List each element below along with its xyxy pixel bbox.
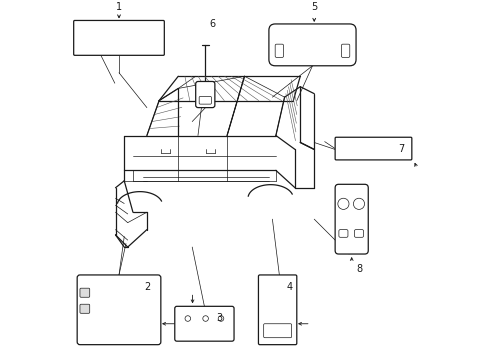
FancyBboxPatch shape (74, 21, 164, 55)
Text: 7: 7 (397, 144, 403, 154)
Circle shape (218, 316, 224, 321)
Text: 4: 4 (286, 282, 292, 292)
Text: 3: 3 (216, 313, 222, 323)
Circle shape (203, 316, 208, 321)
FancyBboxPatch shape (174, 306, 234, 341)
FancyBboxPatch shape (275, 44, 283, 57)
Text: 6: 6 (209, 19, 215, 29)
FancyBboxPatch shape (199, 96, 211, 104)
FancyBboxPatch shape (334, 137, 411, 160)
FancyBboxPatch shape (258, 275, 296, 345)
FancyBboxPatch shape (80, 304, 89, 313)
Text: 8: 8 (356, 265, 362, 274)
FancyBboxPatch shape (77, 275, 161, 345)
Text: 5: 5 (310, 2, 317, 12)
FancyBboxPatch shape (334, 184, 367, 254)
FancyBboxPatch shape (195, 81, 214, 108)
FancyBboxPatch shape (354, 230, 363, 237)
FancyBboxPatch shape (341, 44, 349, 57)
FancyBboxPatch shape (268, 24, 355, 66)
Circle shape (353, 198, 364, 210)
Circle shape (337, 198, 348, 210)
FancyBboxPatch shape (263, 324, 291, 338)
Text: 1: 1 (116, 2, 122, 12)
FancyBboxPatch shape (80, 288, 89, 297)
FancyBboxPatch shape (338, 230, 347, 237)
Text: 2: 2 (143, 282, 150, 292)
Circle shape (184, 316, 190, 321)
